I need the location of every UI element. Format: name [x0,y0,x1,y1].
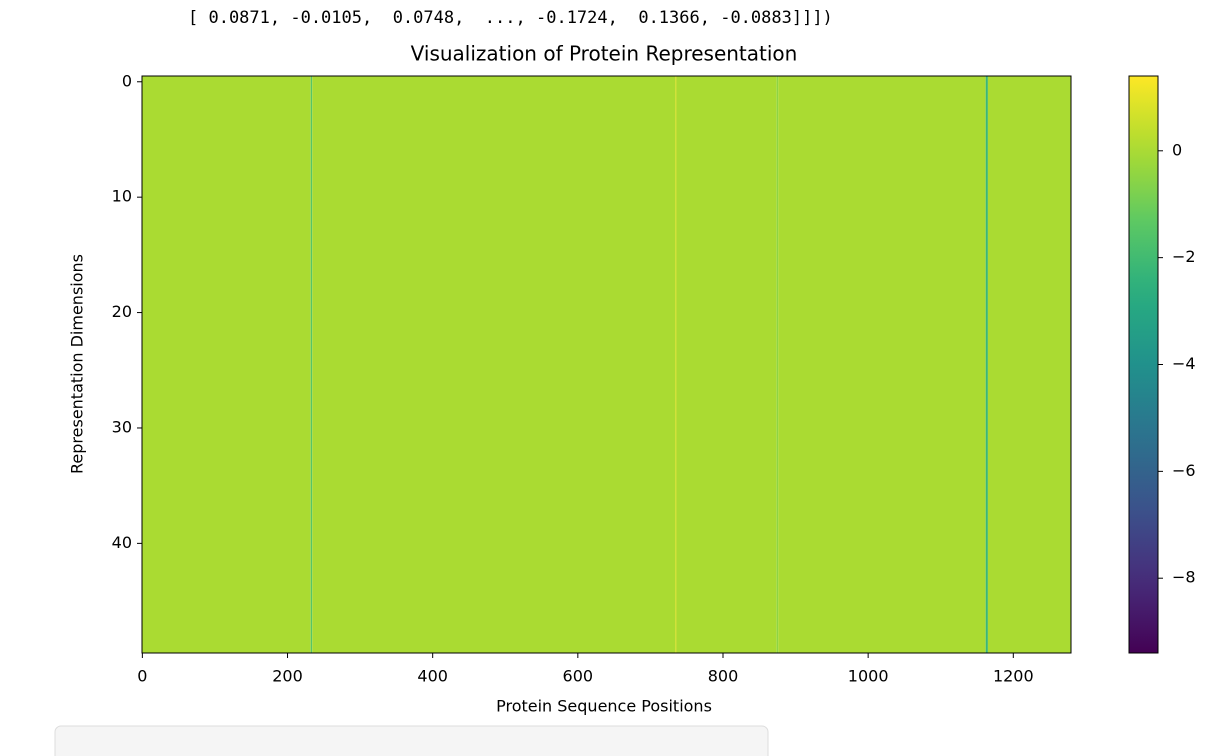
y-tick-label: 40 [112,533,132,552]
x-tick-label: 400 [417,667,448,686]
heatmap-cell [312,76,676,653]
colorbar-tick-label: −8 [1172,568,1196,587]
y-tick-label: 20 [112,302,132,321]
y-tick-label: 30 [112,417,132,436]
x-tick-label: 1200 [993,667,1034,686]
heatmap-cell [987,76,1071,653]
x-tick-label: 800 [708,667,739,686]
output-text: [ 0.0871, -0.0105, 0.0748, ..., -0.1724,… [188,8,833,28]
y-tick-label: 0 [122,71,132,90]
heatmap-cell [776,76,779,653]
x-tick-label: 1000 [848,667,889,686]
colorbar-tick-label: −6 [1172,461,1196,480]
x-tick-label: 200 [272,667,303,686]
colorbar-tick-label: 0 [1172,140,1182,159]
y-axis-label: Representation Dimensions [68,254,87,474]
input-cell[interactable] [54,725,769,756]
x-tick-label: 600 [563,667,594,686]
colorbar-tick-label: −4 [1172,354,1196,373]
x-axis-label: Protein Sequence Positions [496,697,712,716]
colorbar [1128,75,1159,654]
heatmap-cell [310,76,313,653]
chart-title: Visualization of Protein Representation [411,42,798,66]
x-tick-label: 0 [137,667,147,686]
heatmap-cell [676,76,777,653]
y-tick-label: 10 [112,187,132,206]
heatmap-cell [142,76,311,653]
plot-frame [141,75,1072,654]
colorbar-tick-label: −2 [1172,247,1196,266]
heatmap-cell [985,76,988,653]
heatmap-cell [675,76,677,653]
heatmap-cell [778,76,986,653]
